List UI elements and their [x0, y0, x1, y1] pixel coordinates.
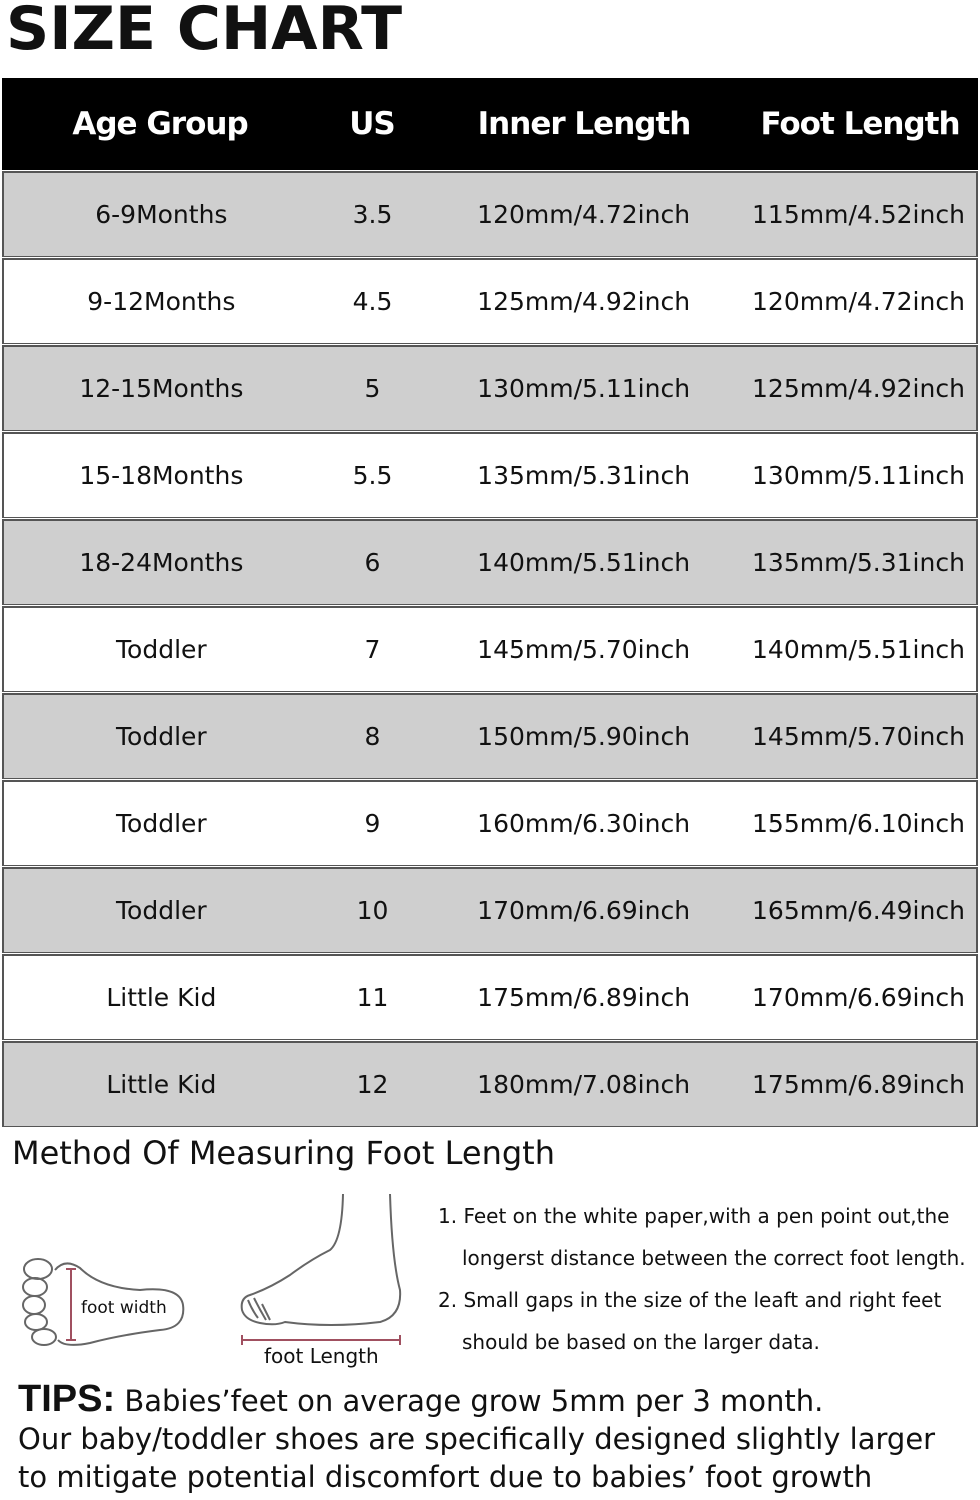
table-row: Toddler 7 145mm/5.70inch 140mm/5.51inch — [2, 606, 978, 692]
cell-foot-length: 175mm/6.89inch — [752, 1070, 965, 1099]
table-row: Little Kid 11 175mm/6.89inch 170mm/6.69inch — [2, 954, 978, 1040]
cell-inner-length: 175mm/6.89inch — [477, 983, 691, 1012]
cell-us: 7 — [364, 635, 381, 664]
step-line: 1. Feet on the white paper,with a pen po… — [438, 1204, 950, 1228]
table-header: Age Group US Inner Length Foot Length — [2, 78, 978, 170]
cell-age-group: 9-12Months — [87, 287, 236, 316]
cell-inner-length: 120mm/4.72inch — [477, 200, 691, 229]
table-row: 18-24Months 6 140mm/5.51inch 135mm/5.31inch — [2, 519, 978, 605]
cell-foot-length: 120mm/4.72inch — [752, 287, 965, 316]
cell-inner-length: 140mm/5.51inch — [477, 548, 691, 577]
cell-us: 4.5 — [352, 287, 393, 316]
cell-inner-length: 180mm/7.08inch — [477, 1070, 691, 1099]
cell-us: 10 — [356, 896, 389, 925]
cell-foot-length: 165mm/6.49inch — [752, 896, 965, 925]
cell-foot-length: 155mm/6.10inch — [752, 809, 965, 838]
foot-side-view-icon — [240, 1193, 402, 1326]
cell-us: 8 — [364, 722, 381, 751]
cell-inner-length: 135mm/5.31inch — [477, 461, 691, 490]
cell-foot-length: 135mm/5.31inch — [752, 548, 965, 577]
header-us: US — [349, 106, 396, 142]
cell-foot-length: 130mm/5.11inch — [752, 461, 965, 490]
cell-inner-length: 170mm/6.69inch — [477, 896, 691, 925]
cell-foot-length: 125mm/4.92inch — [752, 374, 965, 403]
cell-inner-length: 125mm/4.92inch — [477, 287, 691, 316]
cell-us: 9 — [364, 809, 381, 838]
header-age-group: Age Group — [72, 106, 248, 142]
table-row: Little Kid 12 180mm/7.08inch 175mm/6.89inch — [2, 1041, 978, 1127]
tips-line: Babies’feet on average grow 5mm per 3 mo… — [115, 1384, 824, 1418]
table-row: 15-18Months 5.5 135mm/5.31inch 130mm/5.11in… — [2, 432, 978, 518]
cell-age-group: 6-9Months — [95, 200, 228, 229]
header-foot-length: Foot Length — [760, 106, 960, 142]
page-title: SIZE CHART — [6, 0, 403, 64]
cell-age-group: Little Kid — [106, 983, 217, 1012]
table-row: 9-12Months 4.5 125mm/4.92inch 120mm/4.72inc… — [2, 258, 978, 344]
cell-age-group: 15-18Months — [79, 461, 244, 490]
cell-us: 6 — [364, 548, 381, 577]
method-title: Method Of Measuring Foot Length — [12, 1134, 555, 1172]
step-line: 2. Small gaps in the size of the leaft a… — [438, 1288, 942, 1312]
foot-length-label: foot Length — [264, 1344, 379, 1368]
cell-inner-length: 145mm/5.70inch — [477, 635, 691, 664]
cell-inner-length: 160mm/6.30inch — [477, 809, 691, 838]
cell-us: 3.5 — [352, 200, 393, 229]
table-row: Toddler 9 160mm/6.30inch 155mm/6.10inch — [2, 780, 978, 866]
tips: TIPS: Babies’feet on average grow 5mm pe… — [18, 1380, 935, 1496]
foot-top-view-icon — [22, 1258, 185, 1346]
cell-inner-length: 150mm/5.90inch — [477, 722, 691, 751]
size-table: Age Group US Inner Length Foot Length 6-… — [2, 78, 978, 1127]
tips-label: TIPS: — [18, 1378, 116, 1420]
cell-age-group: Little Kid — [106, 1070, 217, 1099]
cell-foot-length: 170mm/6.69inch — [752, 983, 965, 1012]
header-inner-length: Inner Length — [477, 106, 692, 142]
cell-us: 5.5 — [352, 461, 393, 490]
cell-us: 11 — [356, 983, 389, 1012]
tips-line: to mitigate potential discomfort due to … — [18, 1460, 873, 1494]
cell-foot-length: 145mm/5.70inch — [752, 722, 965, 751]
cell-us: 12 — [356, 1070, 389, 1099]
step-line: should be based on the larger data. — [462, 1330, 820, 1354]
cell-foot-length: 115mm/4.52inch — [752, 200, 965, 229]
table-row: 12-15Months 5 130mm/5.11inch 125mm/4.92inch — [2, 345, 978, 431]
cell-age-group: Toddler — [116, 809, 207, 838]
table-row: Toddler 8 150mm/5.90inch 145mm/5.70inch — [2, 693, 978, 779]
cell-age-group: 12-15Months — [79, 374, 244, 403]
cell-age-group: Toddler — [116, 635, 207, 664]
cell-foot-length: 140mm/5.51inch — [752, 635, 965, 664]
table-row: Toddler 10 170mm/6.69inch 165mm/6.49inch — [2, 867, 978, 953]
cell-age-group: Toddler — [116, 896, 207, 925]
cell-age-group: Toddler — [116, 722, 207, 751]
measure-steps: 1. Feet on the white paper,with a pen po… — [438, 1195, 966, 1363]
step-line: longerst distance between the correct fo… — [462, 1246, 966, 1270]
foot-width-label: foot width — [81, 1298, 167, 1318]
table-row: 6-9Months 3.5 120mm/4.72inch 115mm/4.52inch — [2, 171, 978, 257]
tips-line: Our baby/toddler shoes are specifically … — [18, 1422, 936, 1456]
foot-illustration — [22, 1193, 402, 1346]
cell-inner-length: 130mm/5.11inch — [477, 374, 691, 403]
cell-us: 5 — [364, 374, 381, 403]
cell-age-group: 18-24Months — [79, 548, 244, 577]
